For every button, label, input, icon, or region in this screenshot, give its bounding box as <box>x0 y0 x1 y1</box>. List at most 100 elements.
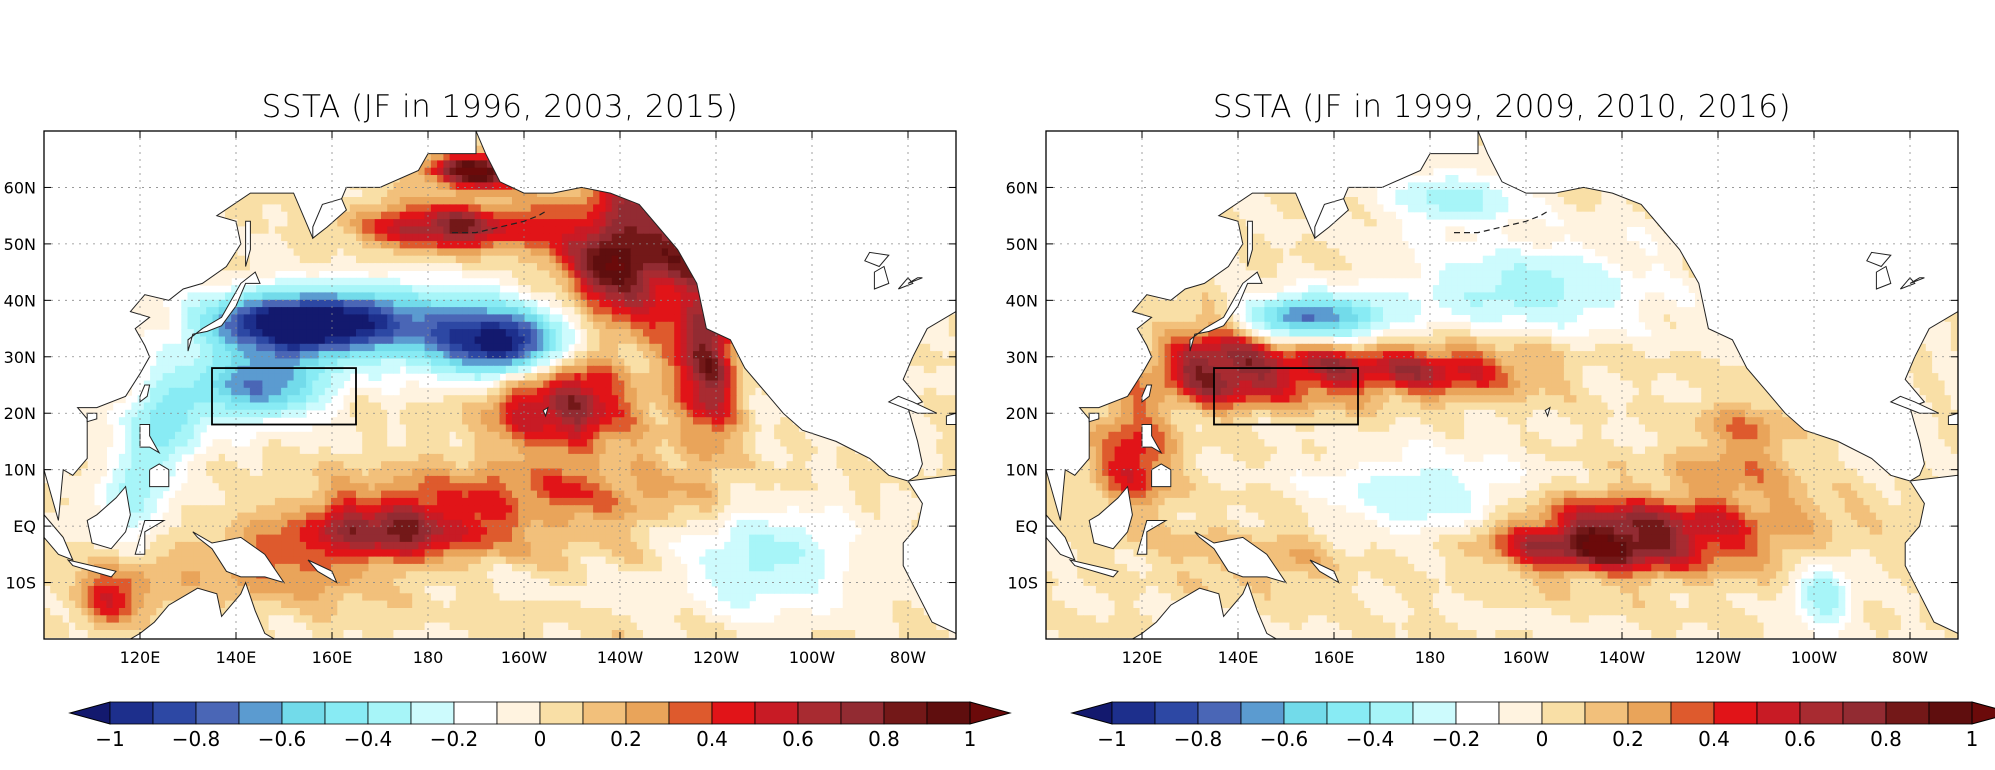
colorbar-label: −0.6 <box>258 727 307 751</box>
colorbar-segment <box>453 701 498 725</box>
colorbar-segment <box>281 701 326 725</box>
colorbar: −1 −0.8 −0.6 −0.4 −0.2 0 0.2 0.4 0.6 0.8 1 <box>1070 701 1995 751</box>
lon-tick-label: 160E <box>1314 648 1355 667</box>
lat-tick-label: 40N <box>4 291 36 310</box>
lat-tick-label: 60N <box>4 178 36 197</box>
colorbar-label: 0 <box>534 727 547 751</box>
panel-title: SSTA (JF in 1996, 2003, 2015) <box>262 89 739 125</box>
colorbar-segment <box>1928 701 1973 725</box>
colorbar-arrow-high <box>969 701 1012 725</box>
lat-tick-label: 50N <box>4 235 36 254</box>
lat-tick-label: 60N <box>1006 178 1038 197</box>
lat-tick-label: 10N <box>4 461 36 480</box>
lon-tick-label: 100W <box>789 648 836 667</box>
colorbar-label: 1 <box>1966 727 1979 751</box>
lon-tick-label: 140E <box>216 648 257 667</box>
colorbar-arrow-low <box>1070 701 1113 725</box>
colorbar-label: 0.2 <box>1612 727 1644 751</box>
colorbar-segment <box>1283 701 1328 725</box>
colorbar-segment <box>1154 701 1199 725</box>
colorbar-label: −0.8 <box>1174 727 1223 751</box>
lon-tick-label: 120E <box>120 648 161 667</box>
lon-tick-label: 160W <box>501 648 548 667</box>
colorbar-segment <box>496 701 541 725</box>
colorbar-segment <box>1240 701 1285 725</box>
colorbar-segment <box>539 701 584 725</box>
colorbar-label: −1 <box>1097 727 1126 751</box>
lat-tick-label: 30N <box>4 348 36 367</box>
colorbar: −1 −0.8 −0.6 −0.4 −0.2 0 0.2 0.4 0.6 0.8 1 <box>68 701 1012 751</box>
colorbar-segment <box>152 701 197 725</box>
colorbar-segment <box>1541 701 1586 725</box>
colorbar-segment <box>1670 701 1715 725</box>
lon-tick-label: 140W <box>1599 648 1646 667</box>
colorbar-segment <box>1197 701 1242 725</box>
colorbar-label: −0.2 <box>1432 727 1481 751</box>
lon-tick-label: 140W <box>597 648 644 667</box>
colorbar-segment <box>883 701 928 725</box>
lon-tick-label: 120W <box>1695 648 1742 667</box>
lat-tick-label: 10N <box>1006 461 1038 480</box>
lon-tick-label: 120E <box>1122 648 1163 667</box>
lon-tick-label: 80W <box>890 648 926 667</box>
lat-tick-label: 50N <box>1006 235 1038 254</box>
lat-tick-label: 40N <box>1006 291 1038 310</box>
colorbar-segment <box>797 701 842 725</box>
lon-tick-label: 80W <box>1892 648 1928 667</box>
lat-tick-label: 30N <box>1006 348 1038 367</box>
colorbar-segment <box>1713 701 1758 725</box>
colorbar-label: −0.2 <box>430 727 479 751</box>
map-panel-left: SSTA (JF in 1996, 2003, 2015)120E 140E 160… <box>4 89 1012 751</box>
lon-tick-label: 160E <box>312 648 353 667</box>
colorbar-segment <box>195 701 240 725</box>
colorbar-segment <box>1412 701 1457 725</box>
colorbar-segment <box>1455 701 1500 725</box>
colorbar-segment <box>711 701 756 725</box>
map-frame <box>1045 130 1959 640</box>
colorbar-label: 0.4 <box>696 727 728 751</box>
study-region-box <box>211 367 357 426</box>
colorbar-label: 0 <box>1536 727 1549 751</box>
colorbar-label: 1 <box>964 727 977 751</box>
colorbar-label: 0.8 <box>1870 727 1902 751</box>
colorbar-label: −0.4 <box>1346 727 1395 751</box>
colorbar-segment <box>324 701 369 725</box>
colorbar-arrow-low <box>68 701 111 725</box>
lon-tick-label: 120W <box>693 648 740 667</box>
colorbar-label: 0.6 <box>782 727 814 751</box>
panel-title: SSTA (JF in 1999, 2009, 2010, 2016) <box>1213 89 1791 125</box>
colorbar-segment <box>1799 701 1844 725</box>
colorbar-segment <box>1627 701 1672 725</box>
colorbar-segment <box>926 701 971 725</box>
colorbar-segment <box>1326 701 1371 725</box>
colorbar-label: 0.2 <box>610 727 642 751</box>
lat-tick-label: 20N <box>1006 404 1038 423</box>
colorbar-segment <box>410 701 455 725</box>
colorbar-segment <box>109 701 154 725</box>
lon-tick-label: 140E <box>1218 648 1259 667</box>
colorbar-segment <box>1885 701 1930 725</box>
lat-tick-label: 10S <box>1007 574 1038 593</box>
colorbar-segment <box>754 701 799 725</box>
colorbar-segment <box>1584 701 1629 725</box>
colorbar-segment <box>367 701 412 725</box>
lon-tick-label: 100W <box>1791 648 1838 667</box>
map-panel-right: SSTA (JF in 1999, 2009, 2010, 2016) 120E 1… <box>1006 89 1995 751</box>
colorbar-label: −1 <box>95 727 124 751</box>
colorbar-segment <box>1111 701 1156 725</box>
colorbar-label: −0.4 <box>344 727 393 751</box>
study-region-box <box>1213 367 1359 426</box>
colorbar-segment <box>1842 701 1887 725</box>
colorbar-label: 0.4 <box>1698 727 1730 751</box>
colorbar-segment <box>668 701 713 725</box>
colorbar-label: 0.8 <box>868 727 900 751</box>
lat-tick-label: EQ <box>1015 517 1038 536</box>
map-frame <box>43 130 957 640</box>
colorbar-segment <box>1498 701 1543 725</box>
lat-tick-label: EQ <box>13 517 36 536</box>
gridlines <box>44 131 956 639</box>
colorbar-arrow-high <box>1971 701 1995 725</box>
colorbar-segment <box>1756 701 1801 725</box>
gridlines <box>1046 131 1958 639</box>
